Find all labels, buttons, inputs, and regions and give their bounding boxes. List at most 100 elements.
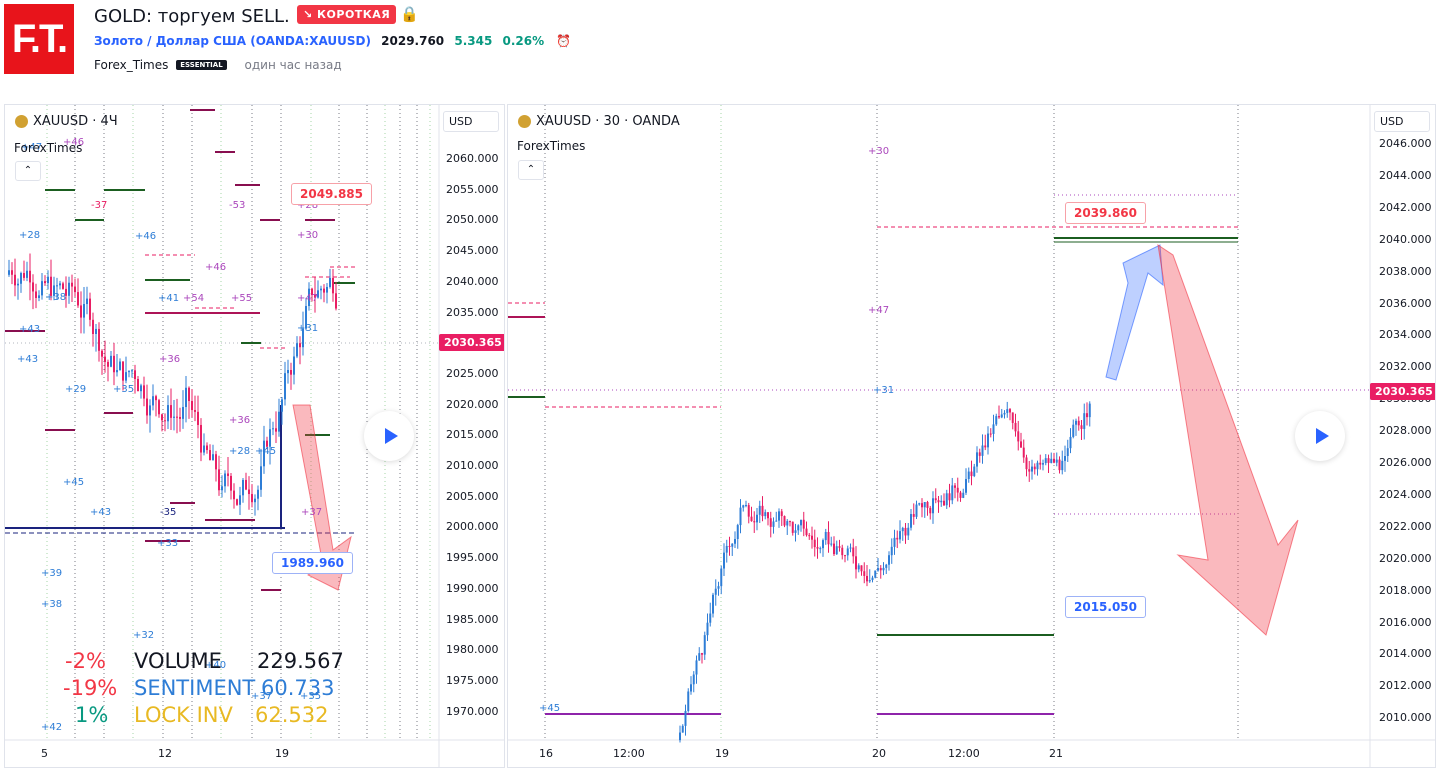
right-candle-body	[734, 538, 736, 544]
left-candle-body	[113, 355, 115, 373]
left-candle-body	[170, 405, 172, 418]
right-level-marker: +45	[539, 703, 560, 714]
right-y-tick: 2044.000	[1379, 168, 1432, 182]
left-chart-canvas[interactable]: +47 +46 +28 -37 +38 +46 +41 +54 -53 +46 +55 +28 +30 +…	[5, 105, 504, 767]
left-candle-body	[164, 420, 166, 422]
left-candle-body	[245, 479, 247, 490]
right-candle-body	[1006, 409, 1009, 413]
right-y-tick: 2010.000	[1379, 711, 1432, 725]
left-candle-body	[266, 440, 268, 447]
left-candle-body	[329, 277, 331, 287]
right-candle-body	[728, 545, 731, 547]
left-candle-body	[176, 416, 178, 418]
sentiment-value: 60.733	[261, 676, 335, 700]
symbol-link[interactable]: Золото / Доллар США	[94, 34, 247, 48]
left-candle-body	[155, 396, 157, 401]
right-candle-body	[764, 512, 767, 517]
left-y-tick: 2010.000	[446, 459, 499, 472]
left-level-marker: +37	[251, 691, 272, 702]
forextimes-logo[interactable]: F.T.	[4, 4, 74, 74]
alarm-clock-icon[interactable]: ⏰	[556, 34, 572, 48]
left-level-marker: +33	[157, 538, 178, 549]
left-level-marker: +30	[297, 230, 318, 241]
right-target-low-callout: 2015.050	[1065, 596, 1147, 618]
left-candle-body	[8, 270, 10, 275]
left-candle-body	[71, 282, 73, 287]
left-target-low-callout: 1989.960	[272, 552, 354, 574]
right-y-tick: 2022.000	[1379, 519, 1432, 533]
left-y-tick: 2050.000	[446, 213, 499, 227]
right-candle-body	[846, 548, 849, 556]
left-collapse-legend-button[interactable]: ⌃	[15, 161, 41, 181]
right-candle-body	[1031, 466, 1033, 472]
left-currency-selector[interactable]: USD	[443, 111, 499, 132]
left-level-marker: +32	[133, 630, 154, 641]
right-candle-body	[874, 570, 877, 578]
author-name[interactable]: Forex_Times	[94, 58, 169, 72]
right-collapse-legend-button[interactable]: ⌃	[518, 160, 544, 180]
left-level-marker: +28	[19, 230, 40, 241]
left-level-marker: -37	[91, 200, 107, 211]
right-candle-body	[1017, 431, 1020, 442]
right-y-tick: 2032.000	[1379, 360, 1432, 374]
right-x-tick: 21	[1049, 747, 1063, 760]
right-candle-body	[725, 545, 728, 553]
left-candle-body	[284, 373, 286, 400]
left-candle-body	[14, 274, 16, 286]
left-candle-body	[293, 356, 295, 375]
right-candle-body	[767, 512, 769, 519]
right-chart-panel[interactable]: +30 +47 +31 +45 XAUUSD · 30 · OANDA ForexTi…	[507, 104, 1436, 768]
left-last-price-tag: 2030.365	[439, 334, 504, 351]
left-y-tick: 1975.000	[446, 673, 499, 687]
right-level-marker: +47	[868, 305, 889, 316]
left-candle-body	[11, 270, 13, 275]
right-y-tick: 2012.000	[1379, 679, 1432, 693]
right-currency-selector[interactable]: USD	[1374, 111, 1430, 132]
right-candle-body	[852, 547, 855, 557]
left-candle-body	[287, 369, 289, 374]
left-x-tick: 5	[41, 747, 48, 760]
left-candle-body	[92, 319, 94, 334]
left-candle-body	[269, 429, 271, 447]
left-candle-body	[20, 273, 22, 284]
left-candle-body	[38, 295, 40, 299]
right-y-tick: 2026.000	[1379, 456, 1432, 469]
right-candle-body	[948, 493, 951, 501]
author-plan-badge: ESSENTIAL	[176, 60, 227, 70]
left-candle-body	[74, 286, 76, 293]
right-candle-body	[717, 586, 720, 589]
right-candle-body	[965, 478, 967, 493]
left-chart-panel[interactable]: +47 +46 +28 -37 +38 +46 +41 +54 -53 +46 +55 +28 +30 +…	[4, 104, 505, 768]
right-candle-body	[816, 547, 819, 549]
right-chart-canvas[interactable]: +30 +47 +31 +45	[508, 105, 1435, 767]
lock-icon: 🔒	[400, 5, 419, 23]
left-candle-body	[209, 450, 211, 461]
right-candle-body	[805, 528, 808, 536]
right-chart-legend: XAUUSD · 30 · OANDA	[518, 114, 680, 129]
right-candle-body	[1080, 425, 1083, 429]
right-forecast-down-arrow	[1157, 243, 1299, 636]
right-candle-body	[1033, 466, 1036, 470]
left-candle-body	[29, 270, 31, 283]
left-level-marker: +43	[19, 324, 40, 335]
right-play-button[interactable]	[1295, 411, 1345, 461]
left-candle-body	[218, 469, 220, 491]
right-target-high-callout: 2039.860	[1065, 202, 1147, 224]
left-level-marker: -53	[229, 200, 245, 211]
symbol-change-pct: 0.26%	[502, 34, 545, 48]
left-play-button[interactable]	[364, 411, 414, 461]
exchange-link[interactable]: (OANDA:XAUUSD)	[250, 34, 371, 48]
right-candle-body	[745, 505, 747, 507]
right-candle-body	[723, 552, 725, 569]
right-candle-body	[871, 577, 874, 581]
left-candle-body	[17, 283, 19, 286]
right-level-marker: +30	[868, 146, 889, 157]
left-candle-body	[41, 281, 43, 296]
idea-title: GOLD: торгуем SELL.	[94, 6, 290, 27]
right-y-tick: 2042.000	[1379, 200, 1432, 214]
left-candle-body	[320, 288, 322, 291]
right-level-marker: +31	[873, 385, 894, 396]
left-candle-body	[311, 288, 313, 296]
left-candle-body	[290, 369, 292, 375]
right-candle-body	[819, 548, 822, 550]
